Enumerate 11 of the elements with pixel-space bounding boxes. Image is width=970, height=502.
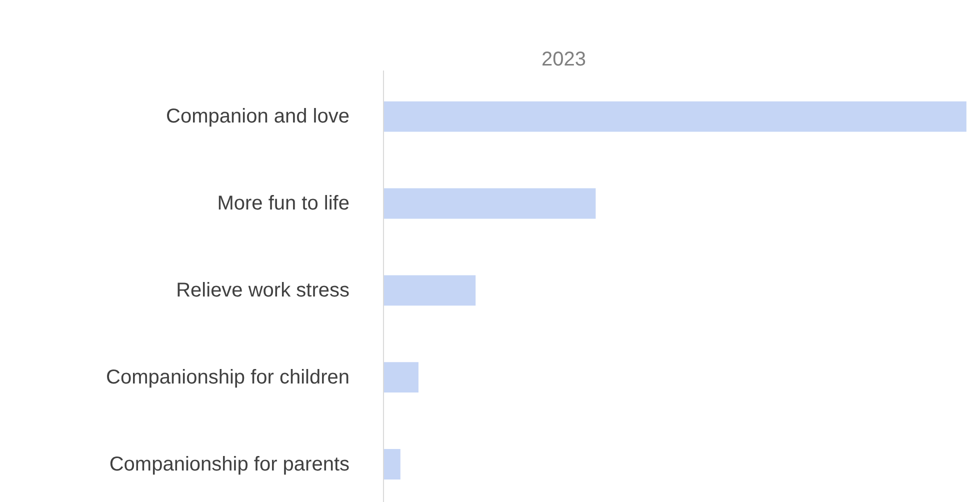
bar	[384, 101, 966, 132]
bar	[384, 188, 596, 219]
bar	[384, 275, 476, 306]
y-tick-label: More fun to life	[217, 192, 350, 214]
y-tick-label: Companionship for parents	[109, 453, 350, 476]
bar	[384, 362, 418, 393]
chart-title: 2023	[542, 48, 586, 70]
y-tick-label: Relieve work stress	[176, 279, 350, 302]
y-tick-label: Companion and love	[166, 106, 350, 128]
y-tick-label: Companionship for children	[106, 366, 350, 388]
bar	[384, 449, 400, 480]
